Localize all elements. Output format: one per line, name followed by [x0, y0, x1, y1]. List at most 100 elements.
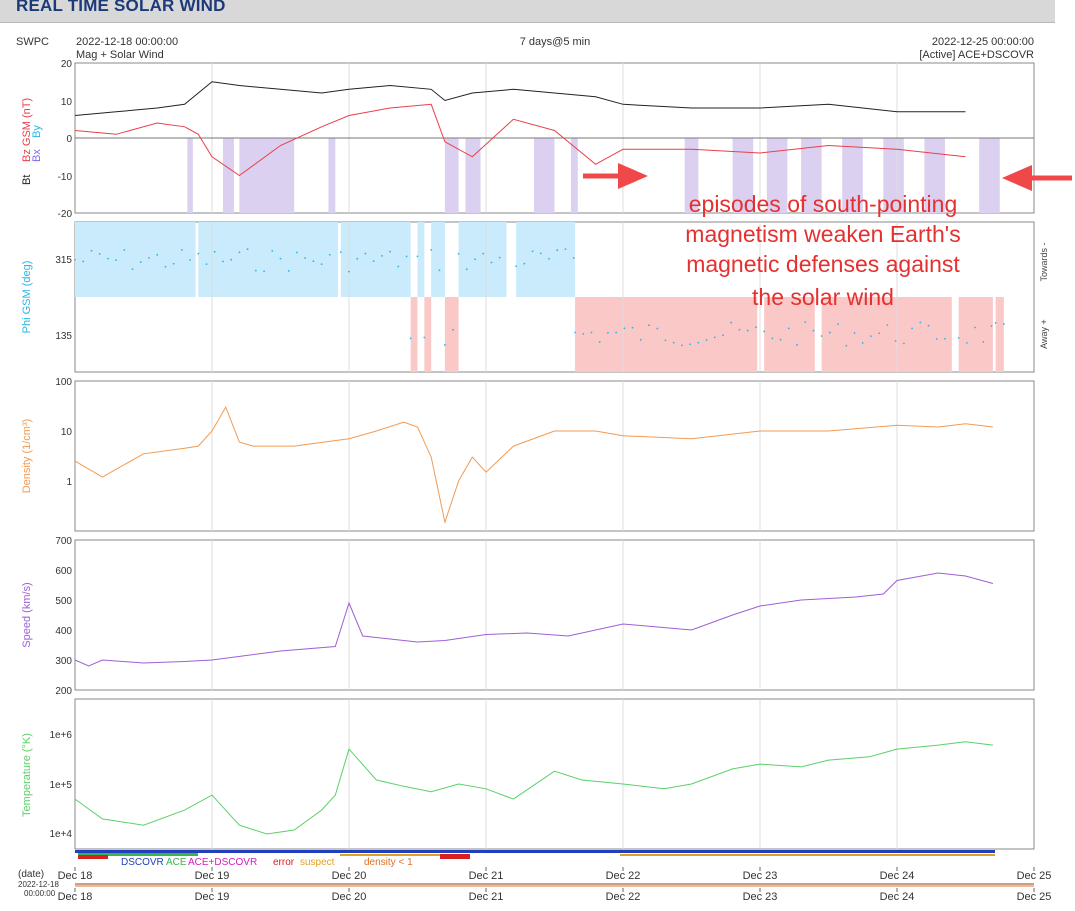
annotation-line-1: episodes of south-pointing: [689, 191, 958, 217]
phi-point: [664, 339, 667, 342]
phi-point: [771, 337, 774, 340]
phi-point: [213, 250, 216, 253]
phi-point: [944, 337, 946, 340]
xaxis-bottom-tick-label: Dec 22: [606, 891, 641, 903]
phi-point: [90, 249, 93, 252]
status-bar-dscovr: [75, 850, 995, 853]
away-segment: [444, 297, 459, 372]
density-panel-frame: [74, 380, 1035, 532]
southward-highlight: [239, 138, 295, 213]
phi-point: [82, 260, 85, 263]
phi-point: [796, 344, 798, 346]
annotation-line-3: magnetic defenses against: [686, 251, 960, 277]
date-label: (date): [18, 869, 44, 880]
phi-point: [296, 251, 298, 254]
southward-highlight: [766, 138, 788, 213]
xaxis-top-tick-label: Dec 21: [469, 870, 504, 882]
toward-segment: [458, 222, 507, 297]
phi-point: [965, 341, 968, 344]
phi-point: [564, 248, 567, 251]
date-stamp-2: 00:00:00: [24, 889, 56, 898]
phi-point: [804, 321, 807, 324]
away-segment: [821, 297, 952, 372]
phi-point: [639, 338, 642, 341]
phi-point: [139, 261, 142, 264]
phi-point: [853, 332, 856, 334]
ylabel-density: Density (1/cm³): [21, 419, 33, 494]
right-label-away: Away +: [1039, 319, 1049, 349]
phi-point: [902, 342, 905, 345]
phi-point: [828, 331, 831, 334]
phi-point: [438, 269, 441, 272]
ytick-phi-1: 135: [55, 331, 72, 342]
phi-point: [271, 249, 274, 252]
speed-panel: 700 600 500 400 300 200 Speed (km/s): [21, 536, 994, 697]
arrow-right-icon: [583, 163, 648, 189]
phi-point: [74, 258, 76, 261]
ytick-mag-0: 20: [61, 59, 73, 70]
phi-point: [672, 341, 675, 344]
ytick-dens-2: 1: [66, 477, 72, 488]
page-title: REAL TIME SOLAR WIND: [16, 0, 226, 15]
southward-highlight: [979, 138, 1000, 213]
phi-point: [474, 258, 476, 261]
phi-point: [623, 327, 626, 330]
phi-point: [246, 248, 249, 251]
phi-point: [238, 251, 241, 254]
ytick-mag-1: 10: [61, 97, 73, 108]
southward-highlight: [533, 138, 555, 213]
phi-point: [787, 327, 790, 330]
phi-point: [730, 321, 733, 324]
phi-point: [574, 331, 576, 334]
legend-density: density < 1: [364, 857, 413, 868]
phi-point: [615, 331, 618, 334]
phi-point: [498, 256, 501, 259]
speed-panel-frame: [74, 539, 1035, 691]
phi-point: [713, 336, 716, 339]
annotation-line-4: the solar wind: [752, 284, 894, 310]
phi-point: [328, 253, 331, 256]
ytick-dens-1: 10: [61, 427, 73, 438]
southward-highlight: [924, 138, 945, 213]
phi-point: [935, 338, 938, 340]
phi-point: [861, 342, 864, 344]
away-segment: [410, 297, 418, 372]
ylabel-bt: Bt: [21, 175, 33, 185]
xaxis-bottom-tick-label: Dec 24: [880, 891, 915, 903]
southward-highlight: [684, 138, 699, 213]
xaxis-top-tick-label: Dec 24: [880, 870, 915, 882]
ytick-speed-5: 200: [55, 686, 72, 697]
legend-combo: ACE+DSCOVR: [188, 857, 257, 868]
phi-point: [705, 339, 708, 341]
phi-point: [389, 250, 391, 253]
southward-highlight: [465, 138, 481, 213]
phi-point: [648, 324, 650, 327]
phi-point: [878, 332, 881, 335]
away-segment: [575, 297, 758, 372]
phi-point: [957, 336, 960, 339]
away-segment: [424, 297, 432, 372]
ytick-speed-1: 600: [55, 566, 72, 577]
xaxis-top-tick-label: Dec 22: [606, 870, 641, 882]
phi-point: [1002, 323, 1005, 325]
series-speed-line: [74, 572, 994, 667]
mag-panel: 20 10 0 -10 -20 Bt Bz GSM (nT) Bx By: [21, 59, 1034, 220]
phi-point: [607, 331, 609, 334]
phi-point: [339, 251, 342, 253]
southward-highlight: [801, 138, 822, 213]
phi-point: [156, 253, 159, 256]
ytick-mag-4: -20: [58, 209, 73, 220]
southward-highlight: [732, 138, 754, 213]
southward-highlight: [444, 138, 459, 213]
phi-point: [722, 334, 724, 337]
toward-segment: [75, 222, 196, 297]
ytick-speed-2: 500: [55, 596, 72, 607]
annotation-line-2: magnetism weaken Earth's: [685, 221, 960, 247]
series-temperature-line: [74, 741, 993, 835]
phi-point: [746, 329, 749, 332]
org-label: SWPC: [16, 36, 49, 48]
ytick-temp-1: 1e+5: [49, 780, 72, 791]
series-bt-line: [74, 81, 966, 116]
arrow-left-icon: [1002, 165, 1072, 191]
ytick-speed-4: 300: [55, 656, 72, 667]
